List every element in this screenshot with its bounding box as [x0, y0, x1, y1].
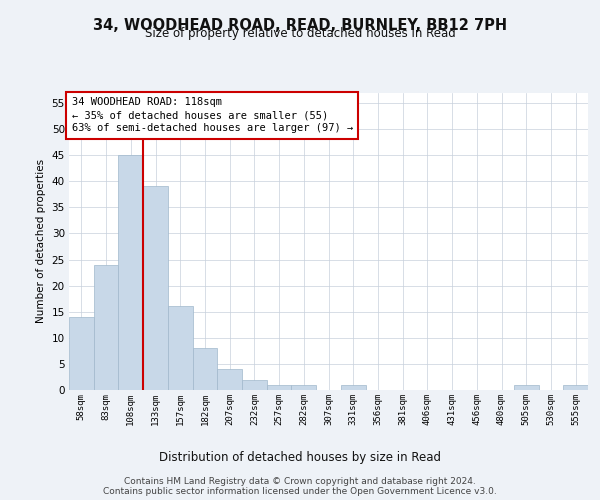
Bar	[514, 385, 539, 390]
Bar	[563, 385, 588, 390]
Bar	[94, 264, 118, 390]
Text: Contains public sector information licensed under the Open Government Licence v3: Contains public sector information licen…	[103, 486, 497, 496]
Bar	[341, 385, 365, 390]
Bar	[69, 317, 94, 390]
Text: Contains HM Land Registry data © Crown copyright and database right 2024.: Contains HM Land Registry data © Crown c…	[124, 476, 476, 486]
Bar	[292, 385, 316, 390]
Text: Size of property relative to detached houses in Read: Size of property relative to detached ho…	[145, 28, 455, 40]
Text: Distribution of detached houses by size in Read: Distribution of detached houses by size …	[159, 451, 441, 464]
Bar	[118, 155, 143, 390]
Bar	[267, 385, 292, 390]
Y-axis label: Number of detached properties: Number of detached properties	[36, 159, 46, 324]
Bar	[193, 348, 217, 390]
Bar	[168, 306, 193, 390]
Bar	[143, 186, 168, 390]
Bar	[242, 380, 267, 390]
Bar	[217, 369, 242, 390]
Text: 34 WOODHEAD ROAD: 118sqm
← 35% of detached houses are smaller (55)
63% of semi-d: 34 WOODHEAD ROAD: 118sqm ← 35% of detach…	[71, 97, 353, 134]
Text: 34, WOODHEAD ROAD, READ, BURNLEY, BB12 7PH: 34, WOODHEAD ROAD, READ, BURNLEY, BB12 7…	[93, 18, 507, 32]
